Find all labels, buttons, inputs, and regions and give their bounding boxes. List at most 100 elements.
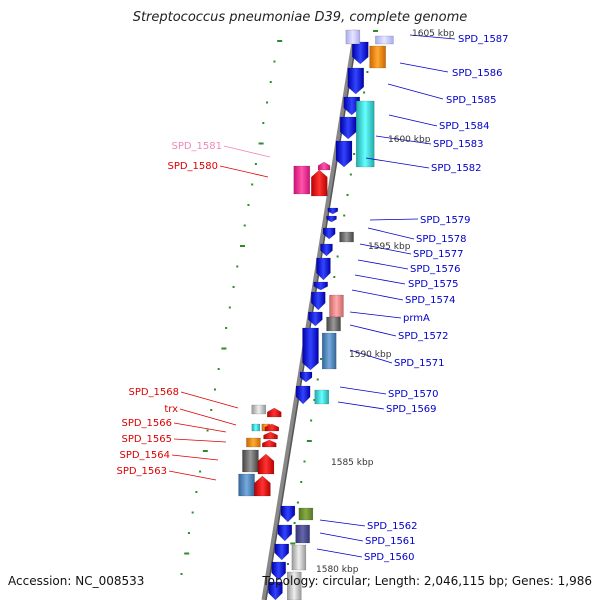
gene-label-spd-1587[interactable]: SPD_1587 bbox=[458, 34, 509, 45]
gene-features bbox=[238, 29, 394, 600]
gene-label-spd-1580[interactable]: SPD_1580 bbox=[167, 161, 218, 172]
tick-mark bbox=[363, 91, 366, 94]
gene-label-spd-1563[interactable]: SPD_1563 bbox=[116, 466, 167, 477]
gene-label-spd-1582[interactable]: SPD_1582 bbox=[431, 163, 482, 174]
gene-label-spd-1586[interactable]: SPD_1586 bbox=[452, 68, 503, 79]
gene-spd-1559-box bbox=[287, 571, 302, 600]
gene-label-spd-1575[interactable]: SPD_1575 bbox=[408, 279, 459, 290]
gene-spd-1584-box bbox=[355, 100, 375, 168]
gene-label-spd-1569[interactable]: SPD_1569 bbox=[386, 404, 437, 415]
tick-mark bbox=[213, 388, 216, 391]
gene-label-spd-1568[interactable]: SPD_1568 bbox=[128, 387, 179, 398]
gene-spd-1563b bbox=[254, 475, 271, 497]
gene-label-spd-1572[interactable]: SPD_1572 bbox=[398, 331, 449, 342]
tick-mark bbox=[217, 368, 220, 370]
gene-label-spd-1583[interactable]: SPD_1583 bbox=[433, 139, 484, 150]
gene-spd-1576 bbox=[320, 243, 333, 257]
gene-spd-1575 bbox=[316, 257, 331, 281]
tick-mark bbox=[373, 30, 378, 32]
topology-label: Topology: circular; Length: 2,046,115 bp… bbox=[262, 574, 592, 588]
gene-label-spd-1564[interactable]: SPD_1564 bbox=[119, 450, 170, 461]
gene-spd-1558 bbox=[268, 581, 283, 600]
gene-spd-1564b bbox=[257, 453, 275, 475]
tick-mark bbox=[199, 470, 202, 473]
tick-mark bbox=[346, 194, 349, 196]
tick-mark bbox=[236, 265, 239, 268]
tick-mark bbox=[290, 542, 296, 545]
kbp-label-1580: 1580 kbp bbox=[316, 565, 359, 575]
leader-line bbox=[365, 157, 430, 169]
leader-line bbox=[171, 454, 219, 461]
gene-spd-1562 bbox=[280, 505, 296, 523]
gene-label-spd-1570[interactable]: SPD_1570 bbox=[388, 389, 439, 400]
gene-spd-1571 bbox=[302, 327, 319, 371]
gene-label-spd-1584[interactable]: SPD_1584 bbox=[439, 121, 490, 132]
gene-label-spd-1578[interactable]: SPD_1578 bbox=[416, 234, 467, 245]
gene-label-spd-1560[interactable]: SPD_1560 bbox=[364, 552, 415, 563]
leader-line bbox=[369, 218, 419, 221]
leader-line bbox=[349, 324, 397, 337]
gene-spd-1572 bbox=[326, 316, 341, 332]
tick-mark bbox=[320, 358, 323, 360]
tick-mark bbox=[195, 491, 198, 493]
gene-spd-1582 bbox=[335, 140, 353, 168]
gene-label-spd-1577[interactable]: SPD_1577 bbox=[413, 249, 464, 260]
gene-spd-1562-box bbox=[298, 507, 314, 521]
gene-label-spd-1581[interactable]: SPD_1581 bbox=[171, 141, 222, 152]
leader-line bbox=[388, 114, 438, 127]
leader-line bbox=[168, 470, 217, 481]
gene-spd-1585 bbox=[347, 67, 365, 95]
gene-spd-1565b bbox=[263, 431, 278, 440]
gene-label-spd-1562[interactable]: SPD_1562 bbox=[367, 521, 418, 532]
tick-mark bbox=[251, 183, 254, 186]
tick-mark bbox=[310, 419, 313, 422]
gene-label-spd-1565[interactable]: SPD_1565 bbox=[121, 434, 172, 445]
gene-label-spd-1579[interactable]: SPD_1579 bbox=[420, 215, 471, 226]
tick-mark bbox=[247, 204, 250, 206]
tick-mark bbox=[239, 245, 245, 247]
gene-prma-b bbox=[308, 311, 323, 327]
tick-mark bbox=[277, 40, 283, 42]
tick-mark bbox=[258, 142, 264, 145]
gene-spd-1566 bbox=[251, 423, 261, 432]
gene-spd-1561 bbox=[277, 524, 293, 542]
gene-spd-1563 bbox=[238, 473, 255, 497]
tick-mark bbox=[202, 450, 208, 452]
gene-spd-1565c bbox=[262, 439, 277, 448]
leader-line bbox=[349, 349, 393, 364]
tick-mark bbox=[266, 101, 269, 104]
leader-line bbox=[319, 532, 364, 542]
leader-line bbox=[375, 135, 432, 145]
kbp-label-1600: 1600 kbp bbox=[388, 135, 431, 145]
leader-line bbox=[173, 438, 227, 443]
gene-spd-1570a bbox=[299, 371, 313, 383]
tick-mark bbox=[243, 224, 246, 227]
gene-spd-1579 bbox=[327, 207, 339, 215]
gene-spd-1570 bbox=[295, 385, 311, 405]
tick-mark bbox=[191, 511, 194, 514]
tick-mark bbox=[296, 501, 299, 504]
gene-spd-1584 bbox=[343, 96, 360, 116]
gene-label-spd-1566[interactable]: SPD_1566 bbox=[121, 418, 172, 429]
leader-line bbox=[359, 243, 412, 255]
gene-spd-1577a bbox=[322, 227, 336, 240]
tick-mark bbox=[180, 573, 183, 575]
gene-label-spd-1561[interactable]: SPD_1561 bbox=[365, 536, 416, 547]
gene-top bbox=[345, 29, 361, 45]
gene-label-spd-1576[interactable]: SPD_1576 bbox=[410, 264, 461, 275]
gene-spd-1574 bbox=[311, 291, 326, 311]
tick-mark bbox=[184, 552, 190, 555]
gene-spd-1587-box bbox=[375, 35, 394, 45]
gene-spd-1580 bbox=[311, 169, 328, 197]
leader-line bbox=[337, 401, 385, 410]
kbp-label-1585: 1585 kbp bbox=[331, 458, 374, 468]
tick-mark bbox=[210, 409, 213, 411]
leader-line bbox=[354, 274, 406, 285]
kbp-label-1590: 1590 kbp bbox=[349, 350, 392, 360]
gene-label-prma[interactable]: prmA bbox=[403, 313, 430, 324]
gene-label-spd-1574[interactable]: SPD_1574 bbox=[405, 295, 456, 306]
gene-label-spd-1571[interactable]: SPD_1571 bbox=[394, 358, 445, 369]
gene-label-spd-1585[interactable]: SPD_1585 bbox=[446, 95, 497, 106]
gene-label-trx[interactable]: trx bbox=[164, 404, 178, 415]
